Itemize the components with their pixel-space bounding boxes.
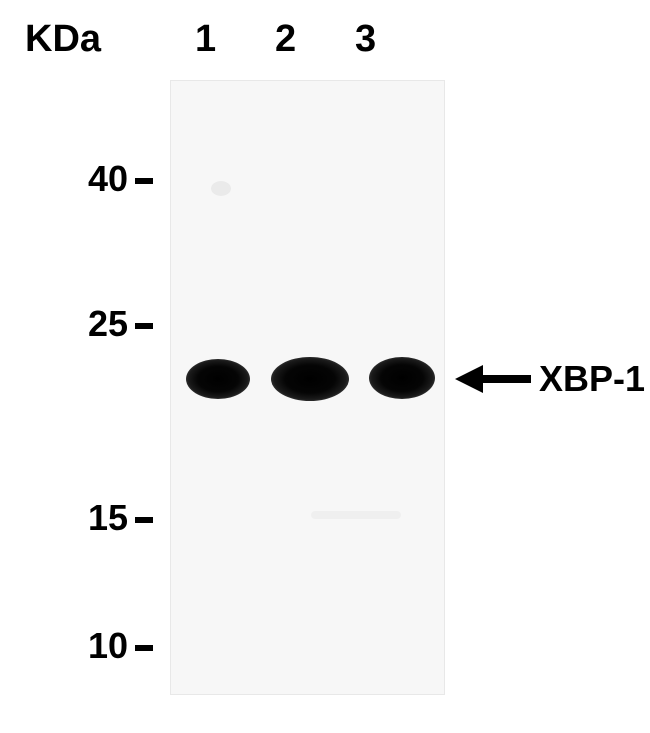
arrow-shaft <box>483 375 531 383</box>
mw-10-label: 10 <box>68 625 128 667</box>
western-blot-membrane <box>170 80 445 695</box>
mw-40-label: 40 <box>68 158 128 200</box>
lane-3-label: 3 <box>355 18 376 61</box>
mw-25-label: 25 <box>68 303 128 345</box>
blot-noise <box>311 511 401 519</box>
mw-40-tick <box>135 178 153 184</box>
arrow-left-icon <box>455 365 483 393</box>
mw-25-tick <box>135 323 153 329</box>
xbp1-annotation: XBP-1 <box>455 358 645 400</box>
blot-noise <box>211 181 231 196</box>
band-lane-2 <box>271 357 349 401</box>
mw-15-tick <box>135 517 153 523</box>
band-lane-1 <box>186 359 250 399</box>
lane-2-label: 2 <box>275 18 296 61</box>
band-lane-3 <box>369 357 435 399</box>
kda-header-label: KDa <box>25 18 101 61</box>
protein-label: XBP-1 <box>539 358 645 400</box>
lane-1-label: 1 <box>195 18 216 61</box>
mw-10-tick <box>135 645 153 651</box>
mw-15-label: 15 <box>68 497 128 539</box>
